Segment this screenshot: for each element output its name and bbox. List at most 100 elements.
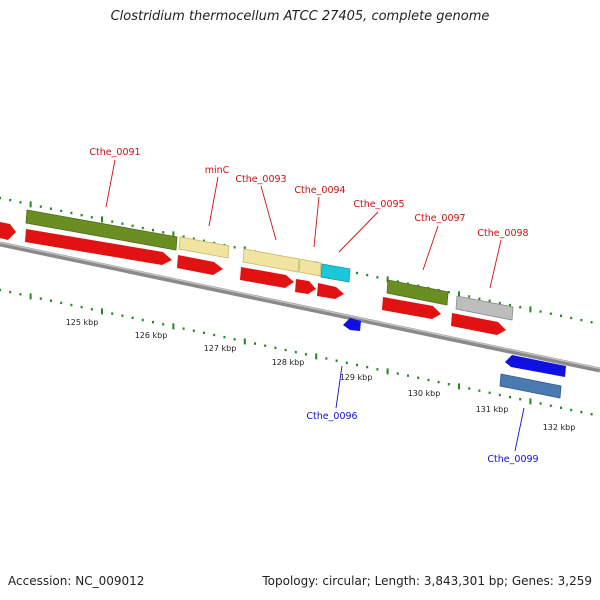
tick-mark (172, 323, 175, 330)
leader-0099 (514, 407, 525, 452)
leader-0097 (422, 225, 439, 271)
tick-mark (203, 239, 205, 242)
leader-0096 (335, 365, 343, 409)
feature-0097-gene[interactable] (386, 279, 449, 306)
label-cthe-0095[interactable]: Cthe_0095 (353, 199, 404, 210)
scale-label: 126 kbp (135, 331, 168, 340)
feature-0093-gene[interactable] (242, 248, 300, 273)
label-cthe-0093[interactable]: Cthe_0093 (235, 174, 286, 185)
leader-0094 (313, 196, 320, 248)
cds-0096[interactable] (343, 318, 361, 331)
tick-mark (529, 398, 532, 405)
feature-0090-gene[interactable] (0, 222, 16, 240)
tick-mark (498, 301, 501, 305)
tick-mark (407, 374, 409, 377)
tick-mark (243, 338, 246, 345)
tick-mark (274, 346, 277, 349)
tick-mark (80, 305, 83, 309)
tick-mark (356, 271, 358, 275)
cds-0097[interactable] (382, 297, 441, 319)
tick-mark (366, 273, 369, 277)
tick-mark (539, 402, 542, 405)
tick-mark (50, 299, 52, 302)
tick-mark (70, 211, 73, 215)
tick-mark (478, 297, 481, 300)
tick-mark (366, 365, 369, 369)
label-cthe-0094[interactable]: Cthe_0094 (294, 185, 345, 196)
feature-0098-gene[interactable] (455, 295, 514, 321)
label-minc[interactable]: minC (205, 165, 230, 176)
label-cthe-0096[interactable]: Cthe_0096 (306, 411, 357, 422)
tick-mark (458, 291, 460, 298)
leader-0095 (338, 211, 379, 253)
cds-0095[interactable] (317, 283, 344, 299)
tick-mark (509, 303, 511, 307)
tick-mark (29, 293, 32, 300)
tick-mark (376, 276, 379, 279)
scale-label: 130 kbp (408, 389, 441, 398)
tick-mark (386, 276, 389, 283)
cds-0093[interactable] (240, 267, 294, 288)
tick-mark (590, 321, 593, 324)
tick-mark (192, 237, 195, 240)
tick-mark (590, 413, 593, 416)
tick-mark (19, 201, 22, 204)
tick-mark (60, 209, 63, 213)
tick-mark (478, 389, 481, 392)
feature-0091-gene[interactable] (25, 209, 178, 251)
tick-mark (345, 361, 348, 364)
tick-mark (162, 323, 165, 326)
tick-mark (376, 368, 379, 371)
tick-mark (468, 295, 471, 298)
cds-0098[interactable] (451, 313, 506, 335)
tick-mark (90, 216, 93, 219)
tick-mark (539, 310, 542, 313)
tick-mark (121, 222, 124, 225)
tick-mark (9, 198, 12, 202)
tick-mark (498, 393, 501, 397)
feature-0099-gene[interactable] (499, 373, 562, 399)
tick-mark (254, 342, 256, 345)
feature-0095-gene[interactable] (320, 263, 351, 283)
tick-mark (121, 314, 124, 317)
tick-mark (19, 293, 22, 296)
tick-mark (305, 353, 307, 356)
tick-mark (437, 380, 440, 384)
tick-mark (570, 408, 573, 412)
tick-mark (39, 205, 42, 208)
tick-mark (325, 357, 328, 360)
scale-label: 125 kbp (66, 318, 99, 327)
label-cthe-0097[interactable]: Cthe_0097 (414, 213, 465, 224)
tick-mark (101, 308, 103, 315)
cds-0099[interactable] (505, 355, 566, 377)
scale-label: 127 kbp (204, 344, 237, 353)
label-cthe-0098[interactable]: Cthe_0098 (477, 228, 528, 239)
cds-0091[interactable] (25, 229, 172, 265)
map-title: Clostridium thermocellum ATCC 27405, com… (110, 9, 490, 24)
leader-0093 (260, 185, 277, 241)
label-cthe-0099[interactable]: Cthe_0099 (487, 454, 538, 465)
tick-mark (172, 231, 175, 238)
tick-mark (162, 231, 165, 234)
tick-mark (0, 196, 1, 200)
feature-track-outer (0, 209, 514, 321)
tick-mark (9, 290, 12, 294)
tick-mark (70, 303, 73, 307)
tick-mark (468, 387, 471, 390)
tick-mark (284, 348, 287, 352)
tick-mark (152, 228, 154, 232)
tick-mark (560, 406, 562, 409)
tick-mark (519, 398, 522, 401)
tick-mark (488, 299, 491, 302)
feature-0094-gene[interactable] (298, 258, 322, 277)
cds-minC[interactable] (177, 255, 223, 275)
feature-minC-gene[interactable] (178, 236, 230, 259)
cds-0094[interactable] (295, 279, 316, 294)
tick-mark (111, 220, 114, 223)
tick-mark (141, 226, 144, 230)
label-cthe-0091[interactable]: Cthe_0091 (89, 147, 140, 158)
tick-mark (580, 410, 583, 414)
tick-mark (580, 318, 583, 322)
tick-mark (80, 213, 83, 217)
label-leaders (105, 159, 525, 452)
